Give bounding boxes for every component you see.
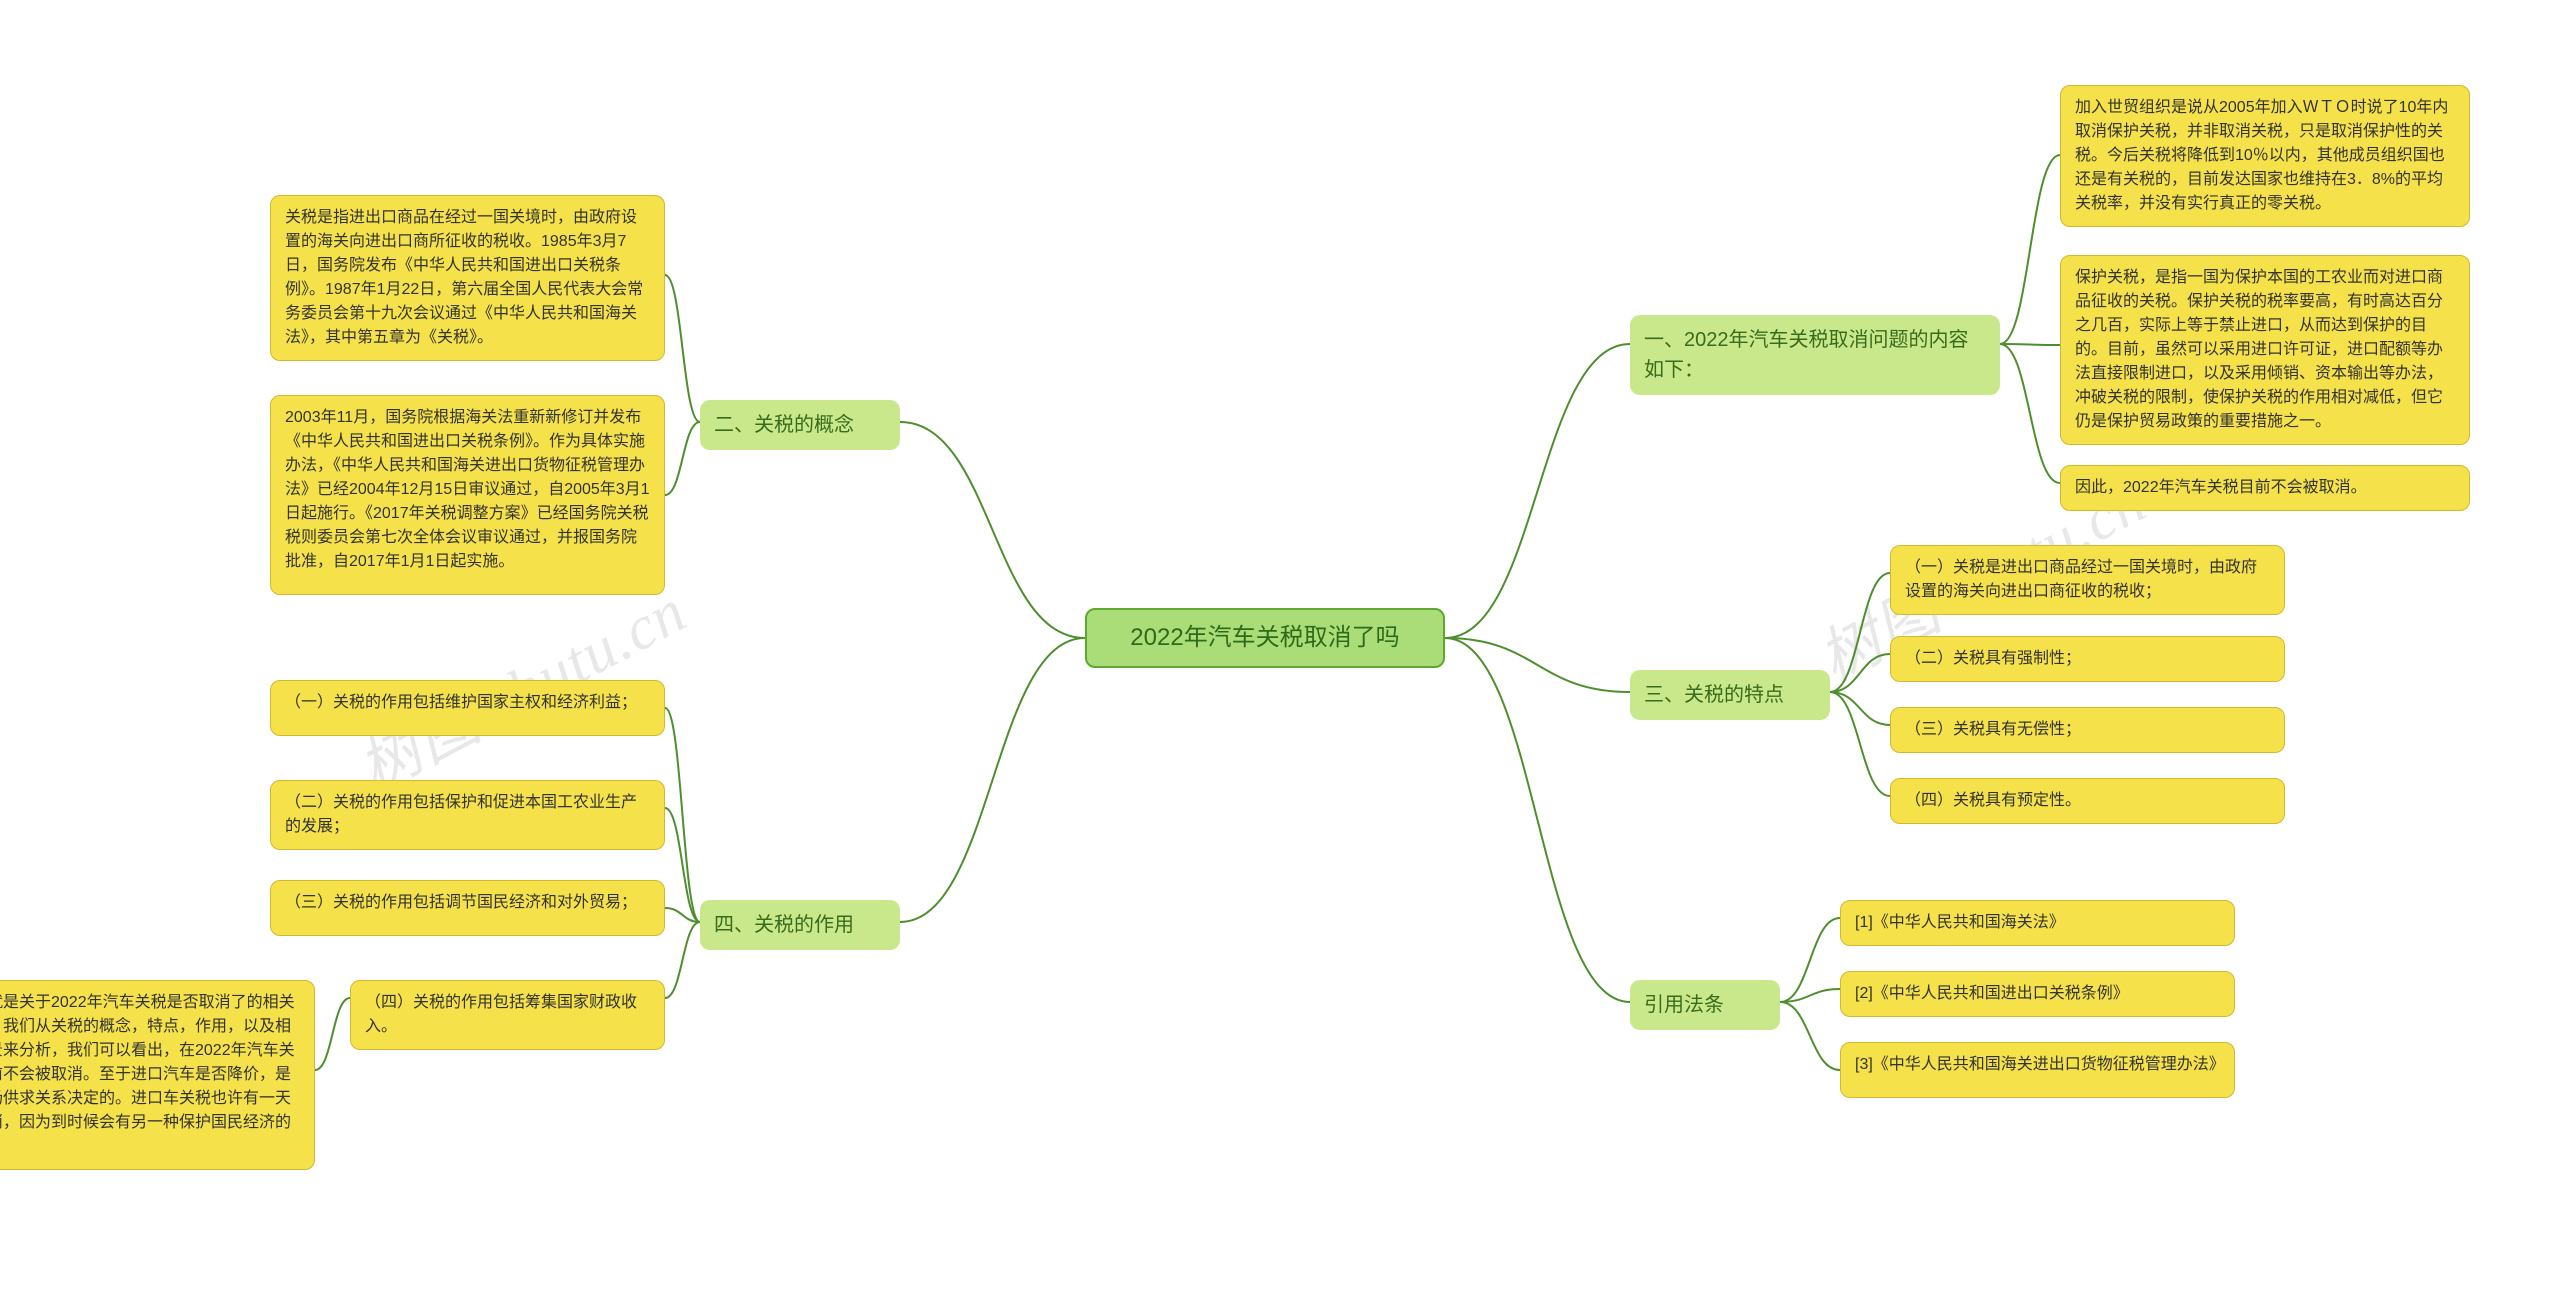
branch-b3[interactable]: 三、关税的特点 — [1630, 670, 1830, 720]
leaf-b2l2[interactable]: 2003年11月，国务院根据海关法重新新修订并发布《中华人民共和国进出口关税条例… — [270, 395, 665, 595]
root-node[interactable]: 2022年汽车关税取消了吗 — [1085, 608, 1445, 668]
leaf-b5l1[interactable]: [1]《中华人民共和国海关法》 — [1840, 900, 2235, 946]
leaf-b3l2[interactable]: （二）关税具有强制性； — [1890, 636, 2285, 682]
leaf-b4l4[interactable]: （四）关税的作用包括筹集国家财政收入。 — [350, 980, 665, 1050]
leaf-b1l3[interactable]: 因此，2022年汽车关税目前不会被取消。 — [2060, 465, 2470, 511]
leaf-b3l3[interactable]: （三）关税具有无偿性； — [1890, 707, 2285, 753]
leaf-b1l1[interactable]: 加入世贸组织是说从2005年加入ＷＴＯ时说了10年内取消保护关税，并非取消关税，… — [2060, 85, 2470, 227]
leaf-b3l4[interactable]: （四）关税具有预定性。 — [1890, 778, 2285, 824]
leaf-b4l3[interactable]: （三）关税的作用包括调节国民经济和对外贸易； — [270, 880, 665, 936]
leaf-b5l2[interactable]: [2]《中华人民共和国进出口关税条例》 — [1840, 971, 2235, 1017]
branch-b1[interactable]: 一、2022年汽车关税取消问题的内容如下： — [1630, 315, 2000, 395]
leaf-b4l4s[interactable]: 以上就是关于2022年汽车关税是否取消了的相关内容，我们从关税的概念，特点，作用… — [0, 980, 315, 1170]
leaf-b4l2[interactable]: （二）关税的作用包括保护和促进本国工农业生产的发展； — [270, 780, 665, 850]
branch-b5[interactable]: 引用法条 — [1630, 980, 1780, 1030]
branch-b2[interactable]: 二、关税的概念 — [700, 400, 900, 450]
leaf-b1l2[interactable]: 保护关税，是指一国为保护本国的工农业而对进口商品征收的关税。保护关税的税率要高，… — [2060, 255, 2470, 445]
leaf-b5l3[interactable]: [3]《中华人民共和国海关进出口货物征税管理办法》 — [1840, 1042, 2235, 1098]
branch-b4[interactable]: 四、关税的作用 — [700, 900, 900, 950]
mindmap-canvas: 树图 shutu.cn 树图 shutu.cn 2022年汽车关税取消了吗 一、… — [0, 0, 2560, 1291]
leaf-b3l1[interactable]: （一）关税是进出口商品经过一国关境时，由政府设置的海关向进出口商征收的税收； — [1890, 545, 2285, 615]
leaf-b2l1[interactable]: 关税是指进出口商品在经过一国关境时，由政府设置的海关向进出口商所征收的税收。19… — [270, 195, 665, 361]
leaf-b4l1[interactable]: （一）关税的作用包括维护国家主权和经济利益； — [270, 680, 665, 736]
